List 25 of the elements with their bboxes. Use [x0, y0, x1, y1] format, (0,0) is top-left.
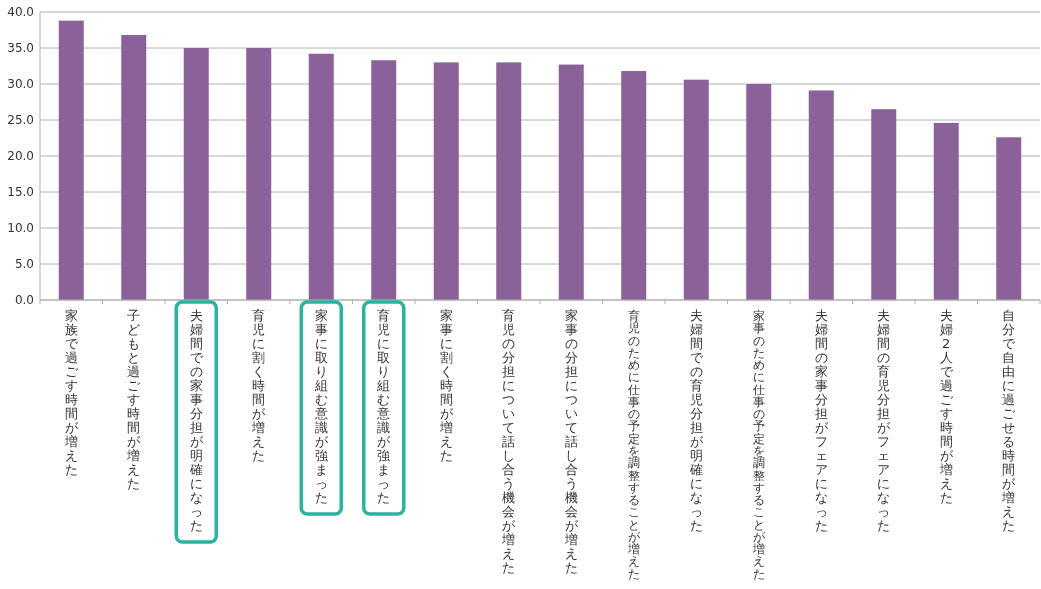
y-tick-label: 30.0	[7, 77, 34, 91]
y-tick-label: 10.0	[7, 221, 34, 235]
x-tick-label: 家族で過ごす時間が増えた	[64, 308, 78, 477]
y-tick-label: 25.0	[7, 113, 34, 127]
y-tick-label: 40.0	[7, 5, 34, 19]
y-tick-label: 35.0	[7, 41, 34, 55]
y-tick-label: 15.0	[7, 185, 34, 199]
x-tick-label: 自分で自由に過ごせる時間が増えた	[1002, 308, 1016, 533]
y-tick-label: 0.0	[14, 293, 34, 307]
y-tick-label: 5.0	[14, 257, 34, 271]
x-tick-label: 家事のために仕事の予定を調整することが増えた	[752, 309, 765, 581]
x-tick-label: 夫婦間での家事分担が明確になった	[189, 308, 203, 533]
x-tick-label: 夫婦2人で過ごす時間が増えた	[939, 308, 953, 505]
x-tick-label: 子どもと過ごす時間が増えた	[127, 308, 141, 491]
x-tick-label: 育児に割く時間が増えた	[252, 308, 266, 463]
x-tick-label: 家事に取り組む意識が強まった	[314, 308, 328, 505]
x-tick-label: 育児のために仕事の予定を調整することが増えた	[627, 309, 640, 581]
y-tick-label: 20.0	[7, 149, 34, 163]
x-tick-label: 夫婦間での育児分担が明確になった	[689, 308, 703, 533]
x-tick-label: 夫婦間の育児分担がフェアになった	[877, 308, 891, 533]
x-tick-label: 育児の分担について話し合う機会が増えた	[502, 308, 516, 575]
x-tick-label: 育児に取り組む意識が強まった	[377, 308, 391, 505]
x-tick-label: 家事の分担について話し合う機会が増えた	[564, 308, 578, 575]
x-tick-label: 夫婦間の家事分担がフェアになった	[814, 308, 828, 533]
x-tick-label: 家事に割く時間が増えた	[439, 308, 453, 463]
